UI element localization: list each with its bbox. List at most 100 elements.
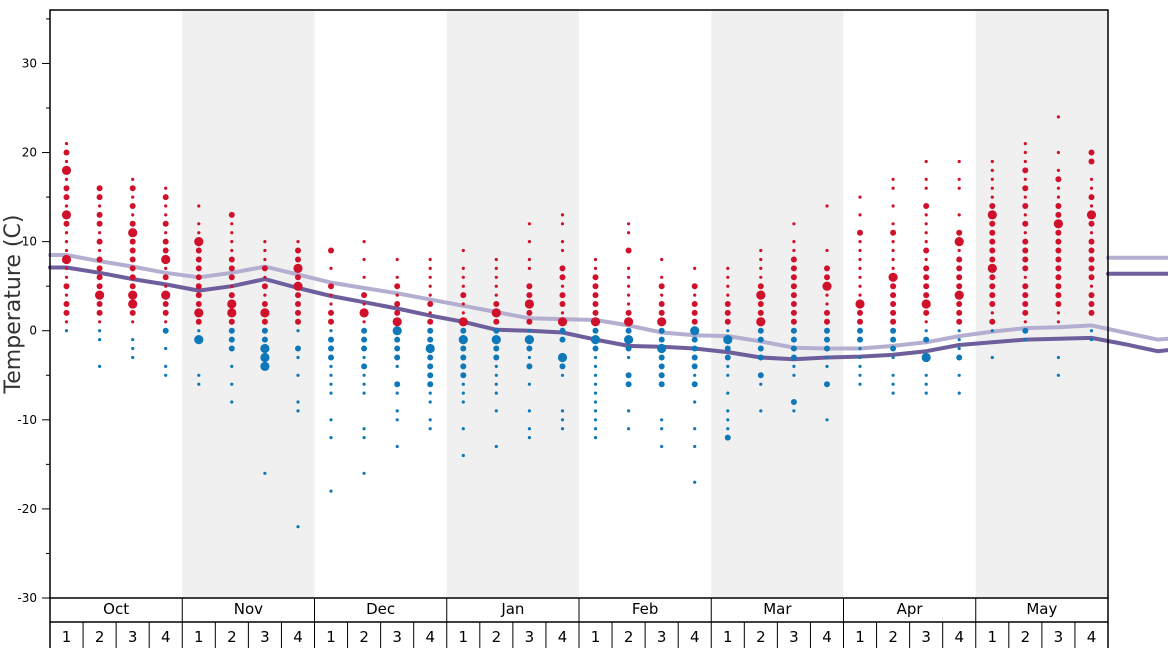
data-point [792,373,796,377]
data-point [858,257,862,262]
data-point [891,204,895,208]
data-point [425,343,435,354]
data-point [64,275,69,279]
data-point [527,257,532,262]
data-point [164,284,168,288]
data-point [227,308,237,318]
data-point [1056,355,1060,360]
data-point [557,352,568,363]
data-point [891,373,895,377]
data-point [491,308,501,318]
data-point [990,355,994,360]
data-point [858,248,862,253]
data-point [790,309,797,316]
data-point [921,299,931,309]
data-point [858,240,862,244]
data-point [989,318,996,325]
data-point [494,409,498,413]
data-point [494,373,498,377]
data-point [129,265,136,272]
data-point [726,427,730,431]
data-point [624,335,634,345]
data-point [1022,203,1029,209]
data-point [64,142,69,146]
data-point [1022,265,1029,272]
data-point [560,427,565,431]
data-point [1089,231,1094,235]
week-label: 1 [459,628,469,646]
data-point [1022,283,1029,290]
data-point [824,327,830,334]
data-point [293,263,303,273]
data-point [957,248,961,253]
week-label: 3 [657,628,667,646]
data-point [593,382,598,386]
data-point [627,293,631,297]
data-point [526,345,533,352]
data-point [261,283,268,290]
data-point [923,203,930,209]
data-point [128,290,138,300]
data-point [394,283,401,290]
data-point [494,444,498,449]
data-point [593,427,598,431]
data-point [757,283,764,290]
data-point [593,391,598,395]
week-label: 4 [425,628,435,646]
data-point [527,382,532,386]
data-point [164,320,168,324]
data-point [792,364,796,368]
data-point [858,364,862,368]
data-point [329,329,333,333]
data-point [825,248,829,253]
data-point [625,247,632,254]
data-point [96,194,103,201]
data-point [858,275,862,279]
data-point [96,256,103,263]
data-point [924,329,928,333]
data-point [228,336,235,343]
month-shade-jan [446,10,579,598]
data-point [164,231,168,235]
data-point [494,275,498,279]
data-point [296,409,300,413]
data-point [1088,301,1095,307]
data-point [98,231,102,235]
data-point [592,283,599,290]
data-point [890,301,897,307]
data-point [1022,292,1029,299]
data-point [129,247,136,254]
week-label: 4 [1087,628,1097,646]
data-point [726,391,730,395]
week-label: 2 [359,628,369,646]
data-point [458,335,468,345]
data-point [557,317,568,327]
data-point [824,336,830,343]
data-point [792,409,796,413]
data-point [164,346,168,351]
data-point [1055,247,1062,254]
data-point [328,247,334,254]
data-point [361,345,368,352]
data-point [261,301,268,307]
data-point [1056,311,1060,315]
data-point [524,335,535,345]
data-point [627,409,631,413]
data-point [64,159,69,164]
data-point [593,364,598,368]
data-point [855,299,865,309]
data-point [197,382,201,386]
data-point [129,283,136,290]
data-point [891,266,895,270]
data-point [1056,186,1060,190]
data-point [660,275,664,279]
data-point [657,317,667,327]
week-label: 4 [558,628,568,646]
data-point [990,177,994,181]
data-point [197,204,201,208]
data-point [724,354,731,361]
data-point [790,327,797,334]
data-point [263,248,267,253]
data-point [924,231,928,235]
data-point [825,355,829,360]
